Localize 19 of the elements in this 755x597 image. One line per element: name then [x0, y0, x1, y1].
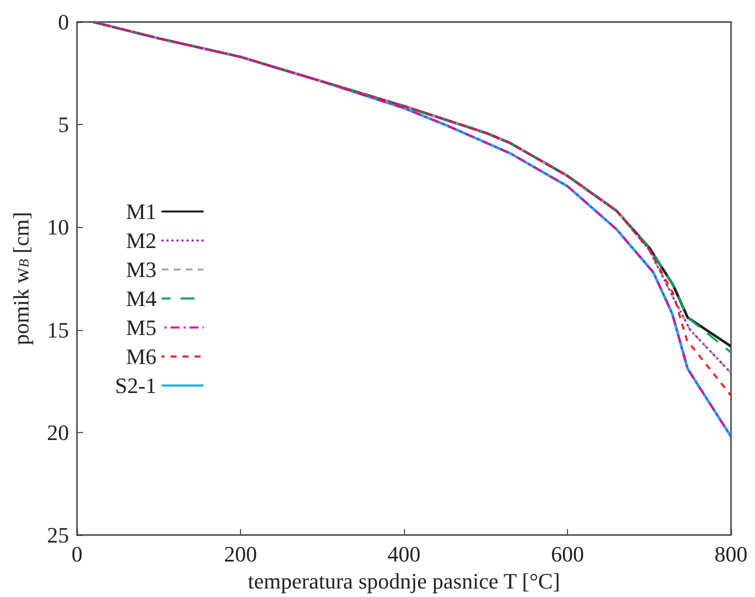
legend-label: M1	[126, 199, 157, 224]
y-tick-label: 0	[58, 10, 69, 34]
legend-label: M4	[126, 286, 157, 311]
legend-label: M3	[126, 257, 157, 282]
y-tick-label: 5	[58, 112, 69, 138]
y-axis-title: pomik wB [cm]	[8, 212, 34, 346]
legend-label: M5	[126, 315, 157, 340]
y-tick-label: 15	[47, 317, 69, 342]
x-tick-label: 800	[714, 542, 748, 567]
y-tick-label: 10	[47, 214, 69, 240]
x-tick-label: 600	[551, 542, 584, 567]
x-tick-label: 200	[224, 542, 257, 567]
legend-label: M6	[126, 344, 157, 369]
x-tick-label: 400	[388, 542, 420, 567]
y-tick-label: 25	[47, 522, 69, 548]
legend-label: M2	[126, 228, 157, 253]
legend-label: S2-1	[115, 373, 157, 398]
x-axis-title: temperatura spodnje pasnice T [°C]	[248, 568, 560, 594]
y-tick-label: 20	[47, 420, 69, 445]
